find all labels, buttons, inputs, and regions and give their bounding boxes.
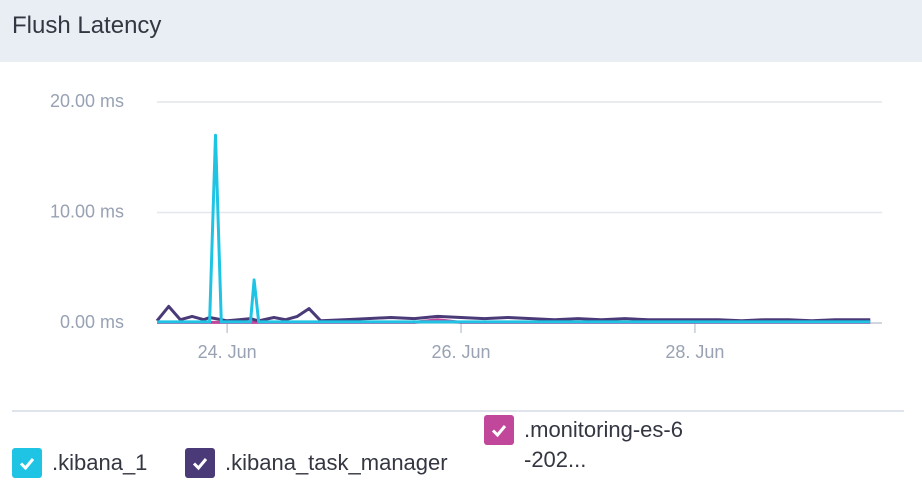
- legend-item[interactable]: .kibana_1: [12, 448, 172, 478]
- legend-label: .kibana_task_manager: [225, 450, 448, 475]
- legend-item[interactable]: .monitoring-es-6-202...: [484, 415, 684, 475]
- legend-checkbox[interactable]: [185, 448, 215, 478]
- y-tick-label: 20.00 ms: [50, 91, 124, 111]
- x-tick-label: 26. Jun: [432, 342, 491, 362]
- y-tick-label: 0.00 ms: [60, 312, 124, 332]
- check-icon: [192, 458, 208, 471]
- x-tick-label: 28. Jun: [665, 342, 724, 362]
- legend-checkbox[interactable]: [484, 415, 514, 445]
- legend-item[interactable]: .kibana_task_manager: [185, 448, 485, 478]
- panel-header: Flush Latency: [0, 0, 922, 62]
- series-line: [157, 133, 871, 324]
- x-tick-label: 24. Jun: [198, 342, 257, 362]
- legend-label: .kibana_1: [52, 450, 148, 475]
- check-icon: [491, 425, 507, 438]
- legend-label: .monitoring-es-6-202...: [524, 417, 683, 472]
- legend-checkbox[interactable]: [12, 448, 42, 478]
- panel-title: Flush Latency: [12, 12, 162, 39]
- y-tick-label: 10.00 ms: [50, 201, 124, 221]
- check-icon: [19, 458, 35, 471]
- series-line: [155, 304, 871, 323]
